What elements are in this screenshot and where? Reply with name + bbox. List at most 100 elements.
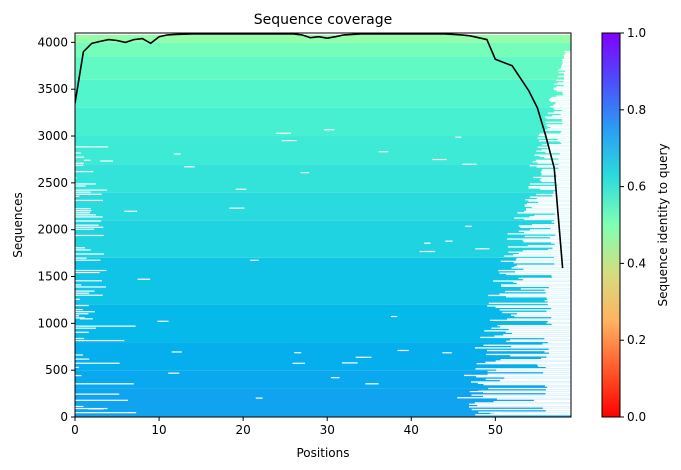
- colorbar-label: Sequence identity to query: [656, 143, 670, 306]
- gap-segment: [551, 307, 571, 310]
- colorbar-tick-label: 0.8: [627, 103, 646, 117]
- gap-segment: [564, 78, 571, 80]
- gap-segment: [557, 184, 571, 186]
- gap-segment: [75, 164, 84, 167]
- gap-segment: [554, 108, 571, 110]
- gap-segment: [168, 372, 180, 374]
- gap-segment: [474, 402, 571, 404]
- gap-segment: [496, 398, 571, 400]
- gap-segment: [558, 75, 571, 78]
- gap-segment: [541, 149, 571, 151]
- x-axis-label: Positions: [297, 446, 350, 460]
- gap-segment: [555, 189, 571, 192]
- gap-segment: [487, 349, 571, 352]
- gap-segment: [516, 258, 571, 260]
- gap-segment: [477, 404, 571, 407]
- gap-segment: [555, 182, 571, 184]
- gap-segment: [489, 319, 571, 322]
- identity-band: [75, 79, 571, 108]
- gap-segment: [547, 145, 571, 147]
- identity-band: [75, 304, 571, 343]
- gap-segment: [564, 73, 571, 75]
- gap-segment: [544, 157, 571, 159]
- gap-segment: [487, 305, 571, 307]
- x-tick-label: 10: [151, 423, 166, 437]
- gap-segment: [424, 242, 431, 244]
- gap-segment: [183, 166, 195, 168]
- gap-segment: [478, 390, 571, 392]
- gap-segment: [556, 90, 571, 92]
- gap-segment: [488, 387, 571, 390]
- gap-segment: [528, 187, 571, 189]
- x-axis-ticks: 0 10 20 30 40 50: [71, 417, 503, 437]
- gap-segment: [471, 381, 571, 383]
- gap-segment: [545, 292, 571, 294]
- gap-segment: [88, 408, 104, 410]
- gap-segment: [529, 164, 571, 167]
- gap-segment: [558, 167, 571, 169]
- gap-segment: [255, 397, 263, 399]
- gap-segment: [538, 140, 571, 142]
- gap-segment: [157, 320, 169, 322]
- gap-segment: [503, 334, 571, 336]
- gap-segment: [522, 239, 571, 242]
- gap-segment: [559, 153, 571, 155]
- gap-segment: [553, 192, 571, 194]
- gap-segment: [515, 259, 571, 261]
- gap-segment: [75, 317, 85, 319]
- gap-segment: [562, 92, 571, 95]
- gap-segment: [526, 209, 571, 211]
- gap-segment: [544, 300, 571, 302]
- gap-segment: [529, 196, 571, 198]
- gap-segment: [556, 175, 571, 177]
- gap-segment: [75, 374, 82, 377]
- gap-segment: [494, 335, 571, 337]
- gap-segment: [465, 225, 472, 227]
- gap-segment: [542, 168, 571, 171]
- colorbar-tick-label: 0.0: [627, 410, 646, 424]
- gap-segment: [537, 162, 571, 164]
- gap-segment: [457, 397, 571, 399]
- gap-segment: [552, 107, 571, 109]
- gap-segment: [75, 362, 120, 364]
- gap-segment: [77, 249, 91, 251]
- gap-segment: [75, 327, 96, 329]
- gap-segment: [535, 193, 571, 196]
- gap-segment: [505, 296, 571, 298]
- gap-segment: [469, 391, 483, 393]
- gap-segment: [491, 327, 571, 329]
- gap-segment: [496, 369, 571, 371]
- gap-segment: [281, 139, 297, 142]
- gap-segment: [75, 269, 107, 272]
- colorbar-tick-label: 0.4: [627, 256, 646, 270]
- gap-segment: [558, 163, 571, 165]
- gap-segment: [513, 262, 571, 264]
- y-tick-label: 2000: [37, 223, 68, 237]
- gap-segment: [75, 210, 92, 212]
- gap-segment: [551, 221, 571, 223]
- gap-segment: [562, 58, 571, 61]
- gap-segment: [75, 290, 95, 292]
- gap-segment: [508, 251, 571, 253]
- gap-segment: [75, 292, 90, 294]
- gap-segment: [75, 253, 104, 255]
- y-tick-label: 3500: [37, 82, 68, 96]
- gap-segment: [75, 399, 129, 401]
- gap-segment: [565, 70, 571, 72]
- gap-segment: [505, 331, 571, 333]
- identity-band: [75, 34, 571, 43]
- gap-segment: [554, 111, 571, 113]
- gap-segment: [562, 109, 571, 112]
- gap-segment: [553, 220, 571, 222]
- gap-segment: [542, 343, 571, 345]
- gap-segment: [541, 178, 571, 180]
- gap-segment: [493, 401, 571, 403]
- gap-segment: [75, 234, 104, 237]
- identity-band: [75, 342, 571, 371]
- gap-segment: [524, 205, 571, 207]
- gap-segment: [533, 399, 571, 402]
- gap-segment: [547, 321, 571, 323]
- gap-segment: [493, 280, 571, 282]
- gap-segment: [556, 86, 571, 88]
- gap-segment: [75, 259, 101, 261]
